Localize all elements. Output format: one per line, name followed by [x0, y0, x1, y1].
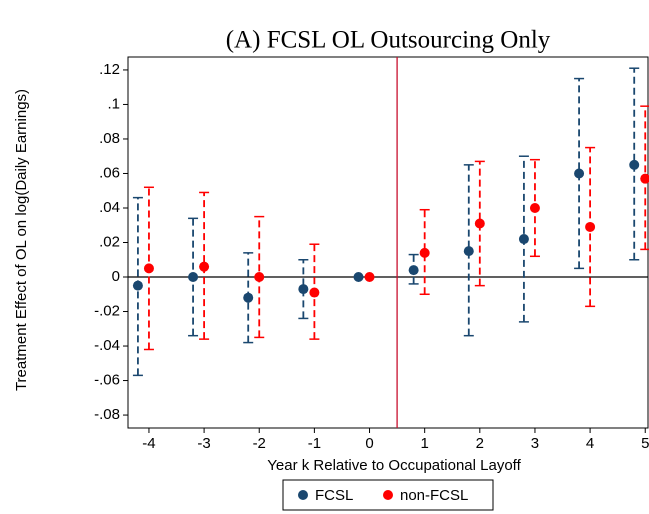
point: [199, 261, 210, 272]
y-tick-label: -.06: [94, 372, 120, 389]
point: [408, 265, 419, 276]
x-tick-label: 4: [586, 435, 594, 452]
point: [364, 272, 375, 283]
x-tick-label: 5: [641, 435, 649, 452]
y-tick-label: .08: [99, 130, 120, 147]
point: [518, 234, 529, 245]
point: [529, 202, 540, 213]
y-tick-label: .06: [99, 164, 120, 181]
point: [309, 287, 320, 298]
point: [574, 168, 585, 179]
point: [243, 292, 254, 303]
y-tick-label: -.08: [94, 406, 120, 423]
x-tick-label: 2: [476, 435, 484, 452]
x-tick-label: -3: [197, 435, 210, 452]
x-tick-label: -4: [142, 435, 155, 452]
plot-frame: [127, 56, 649, 429]
point: [353, 272, 364, 283]
x-tick-label: -1: [308, 435, 321, 452]
point: [143, 263, 154, 274]
x-axis-title: Year k Relative to Occupational Layoff: [267, 457, 521, 474]
point: [419, 247, 430, 258]
point: [629, 159, 640, 170]
legend-marker: [383, 490, 393, 500]
y-tick-label: -.04: [94, 337, 120, 354]
x-tick-label: 0: [365, 435, 373, 452]
chart-title: (A) FCSL OL Outsourcing Only: [226, 27, 551, 54]
y-tick-label: -.02: [94, 302, 120, 319]
legend-label: non-FCSL: [400, 487, 468, 504]
y-axis-title: Treatment Effect of OL on log(Daily Earn…: [13, 89, 30, 391]
point: [463, 246, 474, 257]
y-tick-label: .04: [99, 199, 120, 216]
point: [585, 221, 596, 232]
x-tick-label: 3: [531, 435, 539, 452]
y-tick-label: .02: [99, 233, 120, 250]
point: [132, 280, 143, 291]
legend-marker: [298, 490, 308, 500]
y-tick-label: 0: [112, 268, 120, 285]
point: [474, 218, 485, 229]
x-tick-label: -2: [253, 435, 266, 452]
point: [254, 272, 265, 283]
point: [640, 173, 649, 184]
point: [188, 272, 199, 283]
y-tick-label: .1: [107, 95, 120, 112]
legend-label: FCSL: [315, 487, 353, 504]
y-tick-label: .12: [99, 61, 120, 78]
x-tick-label: 1: [420, 435, 428, 452]
point: [298, 284, 309, 295]
